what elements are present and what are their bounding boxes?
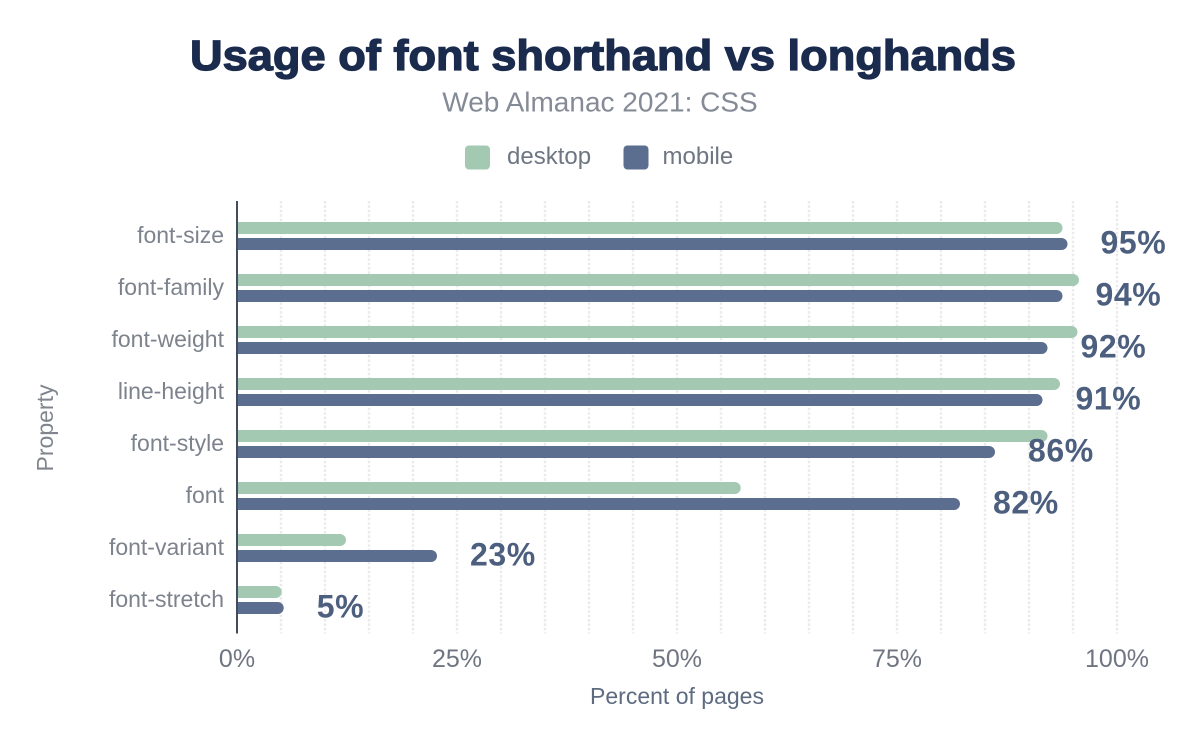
svg-text:font-variant: font-variant xyxy=(109,534,225,560)
svg-text:desktop: desktop xyxy=(507,143,591,170)
svg-text:Percent of pages: Percent of pages xyxy=(590,683,764,709)
svg-text:Web Almanac 2021: CSS: Web Almanac 2021: CSS xyxy=(442,87,757,118)
svg-text:91%: 91% xyxy=(1076,380,1142,416)
svg-text:82%: 82% xyxy=(993,484,1059,520)
svg-text:line-height: line-height xyxy=(118,378,225,404)
svg-text:Property: Property xyxy=(32,384,58,471)
svg-text:font-weight: font-weight xyxy=(111,326,224,352)
svg-text:font: font xyxy=(186,482,225,508)
svg-text:50%: 50% xyxy=(652,645,702,673)
svg-text:25%: 25% xyxy=(432,645,482,673)
svg-text:95%: 95% xyxy=(1101,224,1167,260)
svg-text:mobile: mobile xyxy=(663,143,734,170)
svg-text:86%: 86% xyxy=(1028,432,1094,468)
svg-text:Usage of font shorthand vs lon: Usage of font shorthand vs longhands xyxy=(190,32,1016,80)
svg-text:font-stretch: font-stretch xyxy=(109,586,224,612)
svg-text:100%: 100% xyxy=(1085,645,1149,673)
svg-text:0%: 0% xyxy=(219,645,255,673)
svg-text:23%: 23% xyxy=(470,536,536,572)
svg-text:font-size: font-size xyxy=(137,222,224,248)
svg-text:75%: 75% xyxy=(872,645,922,673)
svg-text:5%: 5% xyxy=(317,588,364,624)
svg-text:92%: 92% xyxy=(1081,328,1147,364)
svg-text:font-family: font-family xyxy=(118,274,225,300)
svg-text:font-style: font-style xyxy=(131,430,224,456)
svg-text:94%: 94% xyxy=(1096,276,1162,312)
